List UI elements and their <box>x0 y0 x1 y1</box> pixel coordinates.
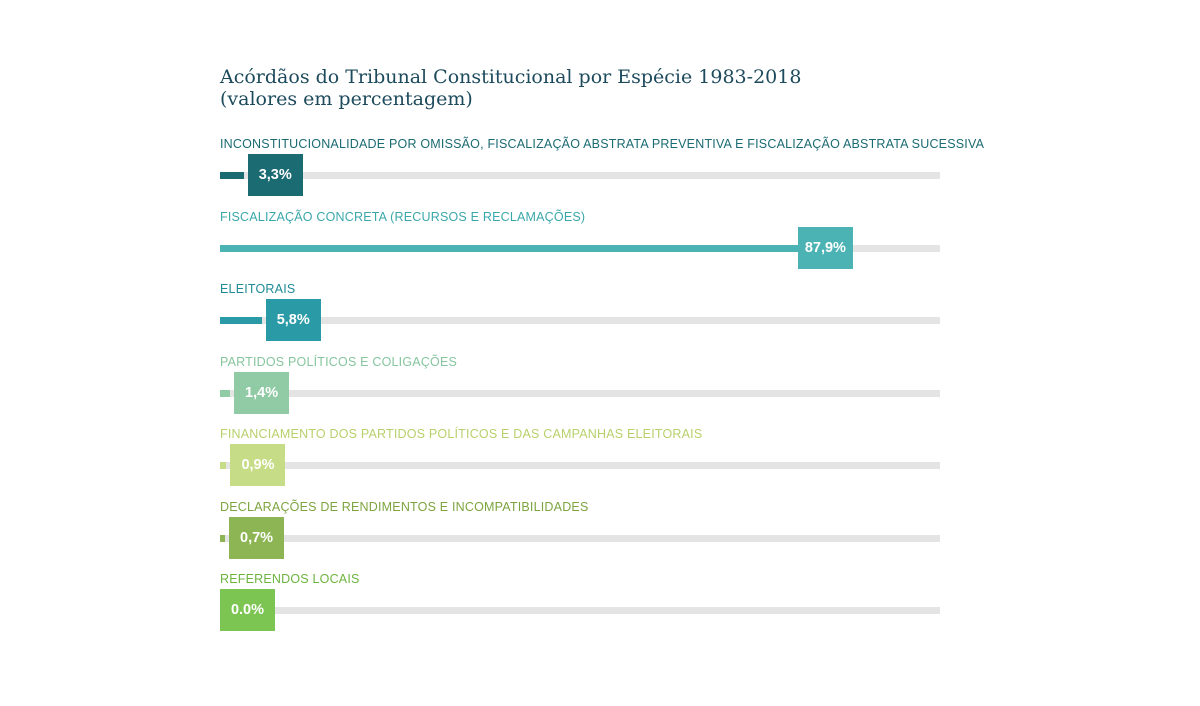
category-label: DECLARAÇÕES DE RENDIMENTOS E INCOMPATIBI… <box>220 499 589 514</box>
chart-title-line-2: (valores em percentagem) <box>220 88 473 110</box>
chart-title: Acórdãos do Tribunal Constitucional por … <box>220 66 801 110</box>
bar-fill <box>220 317 262 324</box>
bar-fill <box>220 244 853 252</box>
value-label: 3,3% <box>247 154 303 196</box>
value-label: 0,9% <box>230 444 286 486</box>
bar-track <box>220 317 940 324</box>
value-label: 5,8% <box>265 299 321 341</box>
value-label: 0,7% <box>229 516 285 559</box>
category-label: FISCALIZAÇÃO CONCRETA (RECURSOS E RECLAM… <box>220 209 586 224</box>
bar-row: FINANCIAMENTO DOS PARTIDOS POLÍTICOS E D… <box>220 427 940 493</box>
bar-fill <box>220 389 231 397</box>
category-label: INCONSTITUCIONALIDADE POR OMISSÃO, FISCA… <box>220 137 985 151</box>
value-label: 1,4% <box>234 371 290 414</box>
bar-row: INCONSTITUCIONALIDADE POR OMISSÃO, FISCA… <box>220 137 984 203</box>
bar-row: REFERENDOS LOCAIS 0.0% <box>220 572 940 638</box>
category-label: REFERENDOS LOCAIS <box>220 572 360 586</box>
value-label: 87,9% <box>797 226 853 269</box>
bar-track <box>220 389 940 397</box>
category-label: PARTIDOS POLÍTICOS E COLIGAÇÕES <box>220 354 458 369</box>
bar-track <box>220 607 940 614</box>
bar-row: FISCALIZAÇÃO CONCRETA (RECURSOS E RECLAM… <box>220 210 940 276</box>
category-label: ELEITORAIS <box>220 282 296 296</box>
bar-track <box>220 462 940 469</box>
bar-row: DECLARAÇÕES DE RENDIMENTOS E INCOMPATIBI… <box>220 500 940 566</box>
bar-fill <box>220 534 226 542</box>
chart-title-line-1: Acórdãos do Tribunal Constitucional por … <box>220 66 802 88</box>
bar-track <box>220 534 940 542</box>
value-label: 0.0% <box>220 589 275 631</box>
category-label: FINANCIAMENTO DOS PARTIDOS POLÍTICOS E D… <box>220 427 703 441</box>
bar-row: PARTIDOS POLÍTICOS E COLIGAÇÕES 1,4% <box>220 355 940 421</box>
bar-row: ELEITORAIS 5,8% <box>220 282 940 348</box>
bar-track <box>220 172 940 179</box>
bar-fill <box>220 172 244 179</box>
bar-track <box>220 244 940 252</box>
bar-fill <box>220 462 227 469</box>
